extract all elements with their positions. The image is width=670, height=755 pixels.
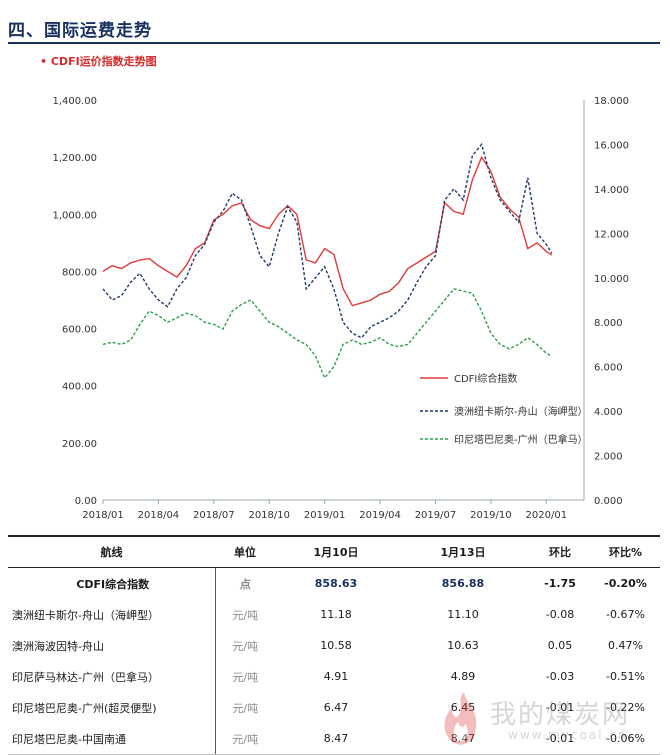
- legend-label: 印尼塔巴尼奥-广州（巴拿马）: [454, 433, 588, 446]
- cell-v2: 4.89: [450, 670, 476, 683]
- series-line-0: [102, 155, 553, 307]
- table-row: 印尼塔巴尼奥-广州(超灵便型) 元/吨 6.47 6.45 -0.01 -0.22%: [8, 692, 660, 723]
- header-unit: 单位: [215, 535, 275, 568]
- table-row: 澳洲纽卡斯尔-舟山（海岬型） 元/吨 11.18 11.10 -0.08 -0.67%: [8, 599, 660, 630]
- cell-unit: 元/吨: [214, 630, 275, 661]
- cell-v1: 8.47: [275, 723, 397, 755]
- series-line-2: [102, 288, 553, 380]
- y-right-tick-label: 0.000: [594, 496, 623, 507]
- x-tick-label: 2019/07: [415, 510, 457, 521]
- y-left-tick-label: 600.00: [62, 325, 97, 336]
- freight-rate-table: 航线 单位 1月10日 1月13日 环比 环比% CDFI综合指数 点 858.63…: [8, 535, 660, 755]
- x-tick-label: 2019/04: [359, 510, 401, 521]
- cell-pct: -0.22%: [606, 701, 645, 714]
- cell-v2: 856.88: [441, 577, 485, 590]
- cell-pct: 0.47%: [608, 639, 643, 652]
- table-header-row: 航线 单位 1月10日 1月13日 环比 环比%: [8, 535, 660, 568]
- cell-route: CDFI综合指数: [76, 577, 150, 591]
- series-line-1: [102, 142, 553, 339]
- table-row: 印尼萨马林达-广州（巴拿马） 元/吨 4.91 4.89 -0.03 -0.51%: [8, 661, 660, 692]
- x-tick-label: 2019/10: [470, 510, 512, 521]
- cell-chg: -1.75: [544, 577, 576, 590]
- flame-logo-icon: [444, 692, 477, 745]
- cell-unit: 元/吨: [214, 661, 275, 692]
- cell-v1: 6.47: [323, 701, 349, 714]
- cell-chg: 0.05: [547, 639, 573, 652]
- y-right-tick-label: 12.000: [594, 229, 629, 240]
- table-row: CDFI综合指数 点 858.63 856.88 -1.75 -0.20%: [8, 567, 660, 599]
- cell-unit: 点: [214, 567, 275, 599]
- legend-label: CDFI综合指数: [454, 372, 517, 385]
- title-divider: [8, 42, 660, 44]
- cell-chg: -0.03: [545, 670, 575, 683]
- y-right-tick-label: 2.000: [594, 452, 623, 463]
- cell-pct: -0.20%: [604, 577, 647, 590]
- cell-route: 澳洲海波因特-舟山: [12, 639, 104, 653]
- cell-v2: 11.10: [447, 608, 479, 621]
- cell-route: 印尼塔巴尼奥-中国南通: [8, 723, 215, 755]
- x-tick-label: 2019/01: [304, 510, 346, 521]
- y-left-tick-label: 800.00: [62, 267, 97, 278]
- cell-chg: -0.01: [529, 723, 591, 755]
- freight-index-chart: 0.00 200.00 400.00 600.00 800.00 1,000.00 1,20…: [52, 96, 629, 521]
- y-right-tick-label: 4.000: [594, 407, 623, 418]
- y-right-tick-label: 14.000: [594, 185, 629, 196]
- y-left-tick-label: 1,000.00: [52, 210, 97, 221]
- y-left-tick-label: 1,400.00: [52, 96, 97, 107]
- y-left-tick-label: 0.00: [75, 496, 97, 507]
- cell-chg: -0.08: [545, 608, 575, 621]
- y-right-tick-label: 8.000: [594, 318, 623, 329]
- x-tick-label: 2018/01: [82, 510, 124, 521]
- y-left-tick-label: 200.00: [62, 439, 97, 450]
- cell-route: 澳洲纽卡斯尔-舟山（海岬型）: [12, 608, 159, 622]
- chart-subtitle: • CDFI运价指数走势图: [40, 55, 157, 68]
- section-title: 四、国际运费走势: [8, 21, 152, 41]
- cell-unit: 元/吨: [214, 692, 275, 723]
- cell-unit: 元/吨: [214, 599, 275, 630]
- y-left-tick-label: 1,200.00: [52, 153, 97, 164]
- cell-pct: -0.67%: [606, 608, 645, 621]
- header-route: 航线: [8, 535, 215, 568]
- watermark: 我的煤炭网 www.mycoal.cn: [430, 690, 660, 750]
- x-tick-label: 2018/10: [248, 510, 290, 521]
- watermark-url: www.mycoal.cn: [508, 728, 628, 742]
- cell-unit: 元/吨: [214, 723, 275, 755]
- y-right-tick-label: 18.000: [594, 96, 629, 107]
- cell-v1: 11.18: [320, 608, 352, 621]
- x-tick-label: 2018/07: [193, 510, 235, 521]
- x-tick-label: 2020/01: [526, 510, 568, 521]
- y-right-tick-label: 10.000: [594, 274, 629, 285]
- y-right-tick-label: 6.000: [594, 363, 623, 374]
- cell-v2: 10.63: [447, 639, 479, 652]
- cell-v1: 858.63: [314, 577, 358, 590]
- header-date-2: 1月13日: [397, 535, 529, 568]
- watermark-text: 我的煤炭网: [490, 700, 631, 730]
- y-right-tick-label: 16.000: [594, 140, 629, 151]
- y-left-tick-label: 400.00: [62, 382, 97, 393]
- cell-pct: -0.51%: [606, 670, 645, 683]
- cell-pct: -0.06%: [591, 723, 660, 755]
- legend-label: 澳洲纽卡斯尔-舟山（海岬型）: [454, 405, 588, 418]
- table-row: 澳洲海波因特-舟山 元/吨 10.58 10.63 0.05 0.47%: [8, 630, 660, 661]
- header-change: 环比: [529, 535, 591, 568]
- cell-chg: -0.01: [545, 701, 575, 714]
- cell-v2: 6.45: [397, 692, 529, 723]
- cell-v1: 4.91: [323, 670, 349, 683]
- cell-route: 印尼萨马林达-广州（巴拿马）: [12, 670, 159, 684]
- cell-v1: 10.58: [320, 639, 352, 652]
- header-date-1: 1月10日: [275, 535, 397, 568]
- x-tick-label: 2018/04: [138, 510, 180, 521]
- header-change-pct: 环比%: [591, 535, 660, 568]
- cell-route: 印尼塔巴尼奥-广州(超灵便型): [12, 701, 157, 715]
